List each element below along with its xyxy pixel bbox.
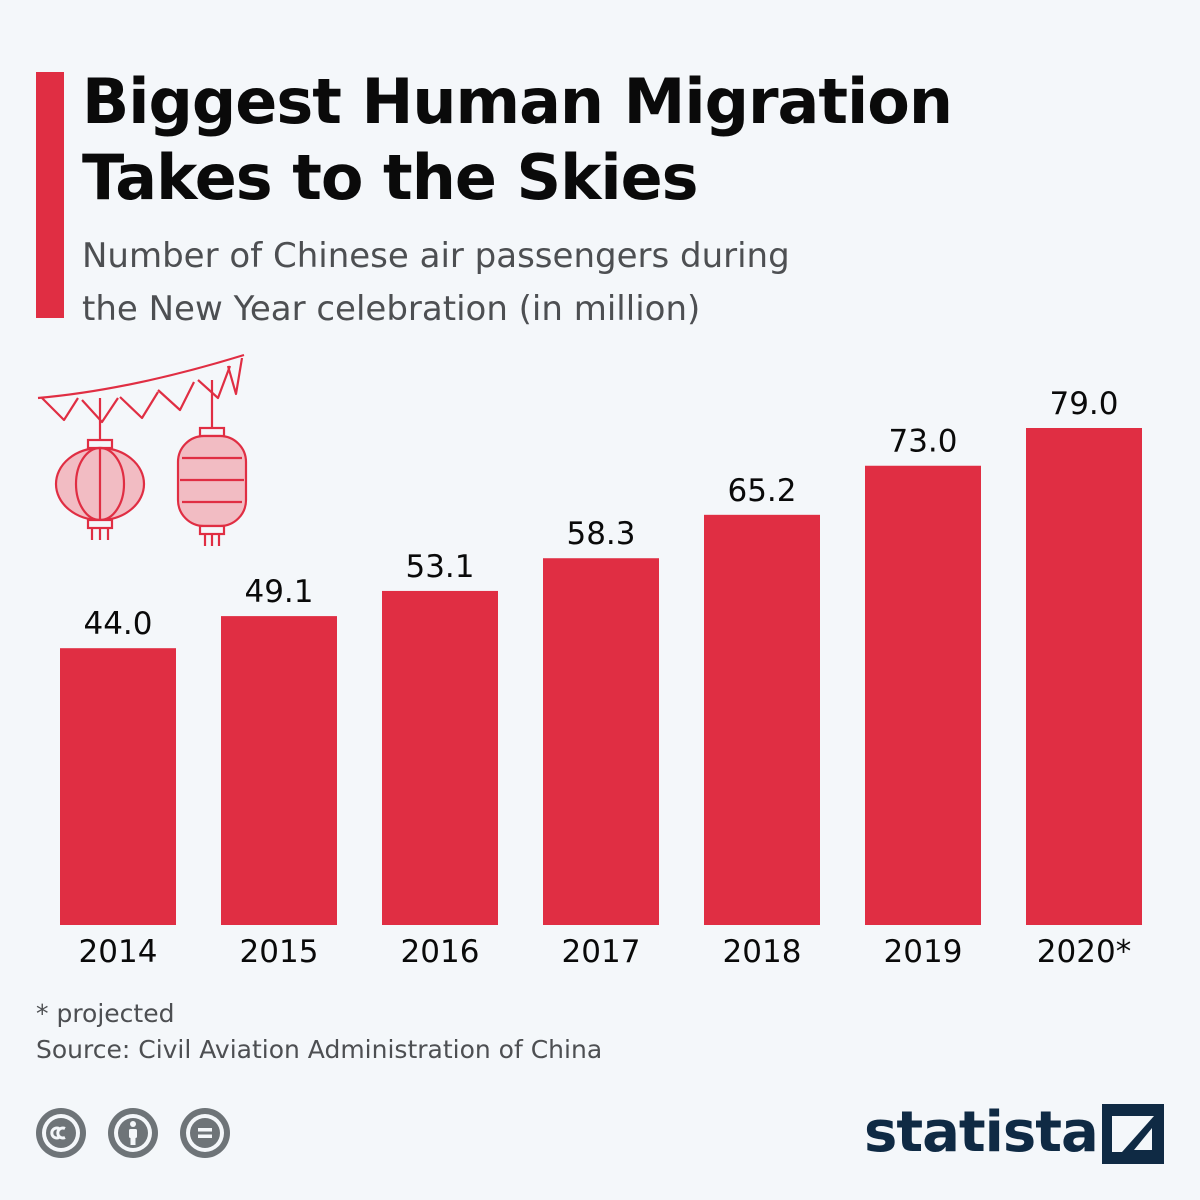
category-label-2020: 2020* <box>1037 934 1131 970</box>
subtitle-line-1: Number of Chinese air passengers during <box>82 236 790 276</box>
projection-note: * projected <box>36 999 175 1028</box>
bars-layer <box>60 428 1142 925</box>
creative-commons-icon[interactable] <box>36 1108 86 1158</box>
bar-2015 <box>221 616 337 925</box>
category-label-2015: 2015 <box>240 934 319 970</box>
bar-chart: 44.049.153.158.365.273.079.0 2014 2015 201… <box>60 386 1142 970</box>
accent-bar <box>36 72 64 318</box>
attribution-icon[interactable] <box>108 1108 158 1158</box>
source-note: Source: Civil Aviation Administration of… <box>36 1035 603 1064</box>
category-label-2014: 2014 <box>79 934 158 970</box>
value-label-2014: 44.0 <box>83 606 152 642</box>
bar-2016 <box>382 590 498 925</box>
category-labels-layer: 2014 2015 2016 2017 2018 2019 2020* <box>79 934 1132 970</box>
subtitle-line-2: the New Year celebration (in million) <box>82 289 701 329</box>
title-line-2: Takes to the Skies <box>82 141 699 214</box>
chart-title: Biggest Human Migration Takes to the Ski… <box>82 64 1162 216</box>
value-label-2017: 58.3 <box>566 516 635 552</box>
bar-2017 <box>543 558 659 925</box>
bar-2014 <box>60 648 176 925</box>
value-label-2019: 73.0 <box>888 424 957 460</box>
statista-logo-icon[interactable] <box>1102 1104 1164 1164</box>
category-label-2016: 2016 <box>401 934 480 970</box>
bar-2020 <box>1026 428 1142 925</box>
value-label-2020: 79.0 <box>1049 386 1118 422</box>
no-derivatives-icon[interactable] <box>180 1108 230 1158</box>
bar-2018 <box>704 514 820 925</box>
value-label-2018: 65.2 <box>727 473 796 509</box>
title-line-1: Biggest Human Migration <box>82 65 953 138</box>
value-label-2016: 53.1 <box>405 549 474 585</box>
category-label-2019: 2019 <box>884 934 963 970</box>
category-label-2018: 2018 <box>723 934 802 970</box>
value-label-2015: 49.1 <box>244 574 313 610</box>
bar-2019 <box>865 465 981 925</box>
category-label-2017: 2017 <box>562 934 641 970</box>
footnote: * projected Source: Civil Aviation Admin… <box>36 996 602 1068</box>
chart-subtitle: Number of Chinese air passengers during … <box>82 230 982 336</box>
lantern-icon <box>37 353 248 546</box>
value-labels-layer: 44.0 49.1 53.1 58.3 65.2 73.0 79.0 <box>83 386 1118 642</box>
statista-wordmark[interactable]: statista <box>864 1100 1099 1165</box>
